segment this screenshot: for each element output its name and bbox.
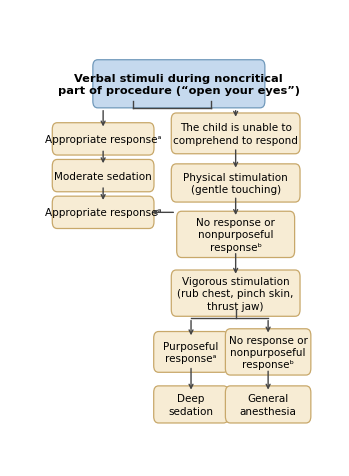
FancyBboxPatch shape (171, 114, 300, 154)
Text: The child is unable to
comprehend to respond: The child is unable to comprehend to res… (173, 123, 298, 145)
FancyBboxPatch shape (52, 123, 154, 156)
FancyBboxPatch shape (171, 270, 300, 317)
FancyBboxPatch shape (93, 60, 265, 109)
FancyBboxPatch shape (177, 212, 295, 258)
FancyBboxPatch shape (52, 160, 154, 192)
FancyBboxPatch shape (52, 197, 154, 229)
FancyBboxPatch shape (154, 386, 228, 423)
Text: Moderate sedation: Moderate sedation (54, 171, 152, 181)
Text: Verbal stimuli during noncritical
part of procedure (“open your eyes”): Verbal stimuli during noncritical part o… (58, 73, 300, 96)
Text: No response or
nonpurposeful
responseᵇ: No response or nonpurposeful responseᵇ (196, 218, 275, 252)
Text: No response or
nonpurposeful
responseᵇ: No response or nonpurposeful responseᵇ (229, 335, 307, 369)
Text: Appropriate responseᵃ: Appropriate responseᵃ (45, 208, 161, 218)
FancyBboxPatch shape (171, 165, 300, 203)
FancyBboxPatch shape (225, 386, 311, 423)
Text: General
anesthesia: General anesthesia (240, 393, 297, 416)
FancyBboxPatch shape (225, 329, 311, 375)
Text: Purposeful
responseᵃ: Purposeful responseᵃ (163, 341, 219, 363)
Text: Physical stimulation
(gentle touching): Physical stimulation (gentle touching) (183, 172, 288, 195)
Text: Vigorous stimulation
(rub chest, pinch skin,
thrust jaw): Vigorous stimulation (rub chest, pinch s… (178, 276, 294, 311)
Text: Appropriate responseᵃ: Appropriate responseᵃ (45, 135, 161, 145)
FancyBboxPatch shape (154, 332, 228, 373)
Text: Deep
sedation: Deep sedation (169, 393, 214, 416)
